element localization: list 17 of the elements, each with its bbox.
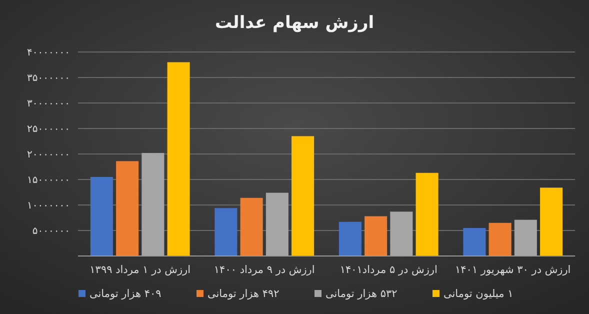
legend-label: ۱ میلیون تومانی bbox=[444, 288, 514, 300]
y-tick-label: ۱۰۰۰۰۰۰۰ bbox=[27, 200, 70, 212]
x-tick-label: ارزش در ۱ مرداد ۱۳۹۹ bbox=[90, 264, 191, 276]
x-tick-label: ارزش در ۵ مرداد۱۴۰۱ bbox=[340, 264, 438, 276]
chart-title: ارزش سهام عدالت bbox=[214, 13, 374, 33]
y-tick-label: ۴۰۰۰۰۰۰۰ bbox=[27, 48, 70, 58]
y-tick-label: ۵۰۰۰۰۰۰ bbox=[32, 226, 70, 237]
legend-label: ۵۳۲ هزار تومانی bbox=[326, 288, 398, 300]
x-tick-label: ارزش در ۹ مرداد ۱۴۰۰ bbox=[214, 264, 315, 276]
legend-label: ۴۹۲ هزار تومانی bbox=[208, 288, 280, 300]
x-tick-label: ارزش در ۳۰ شهریور ۱۴۰۱ bbox=[455, 264, 571, 276]
y-tick-label: ۲۰۰۰۰۰۰۰ bbox=[27, 150, 70, 160]
legend-label: ۴۰۹ هزار تومانی bbox=[90, 288, 162, 300]
y-tick-label: ۳۰۰۰۰۰۰۰ bbox=[27, 98, 70, 110]
y-tick-label: ۲۵۰۰۰۰۰۰ bbox=[27, 124, 70, 135]
y-tick-label: ۱۵۰۰۰۰۰۰ bbox=[27, 175, 70, 186]
y-tick-label: ۳۵۰۰۰۰۰۰ bbox=[27, 73, 70, 84]
